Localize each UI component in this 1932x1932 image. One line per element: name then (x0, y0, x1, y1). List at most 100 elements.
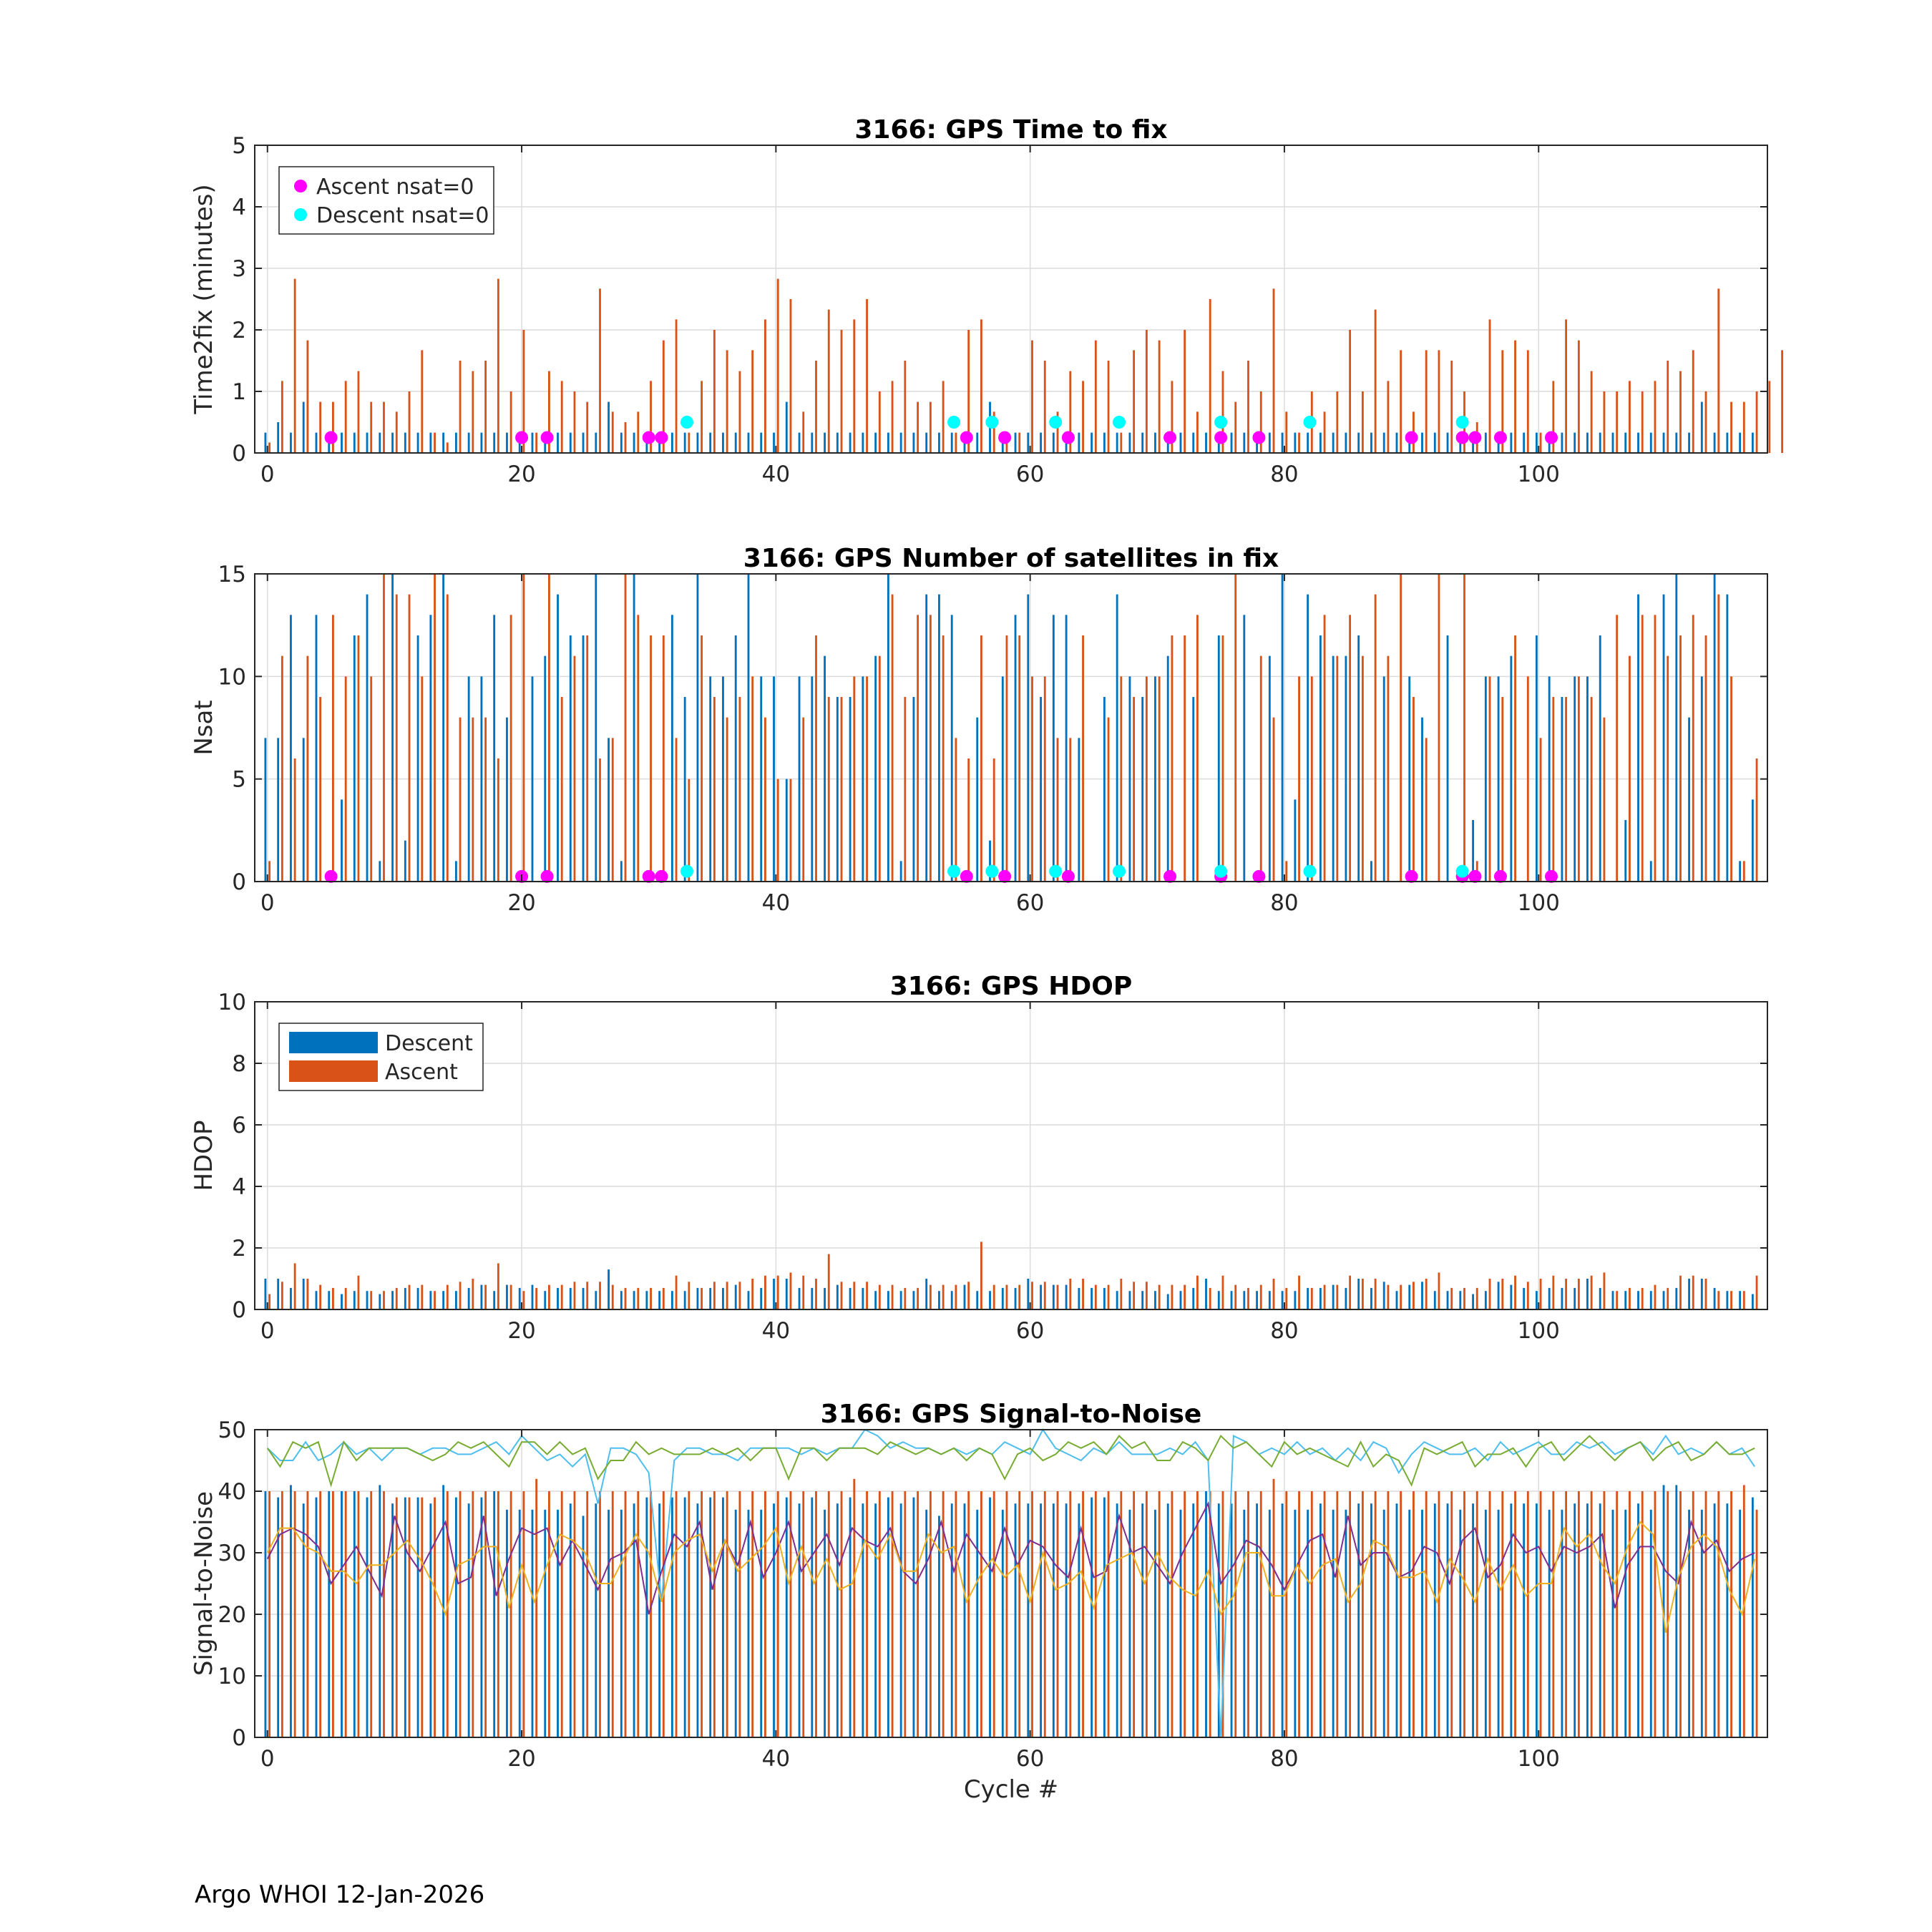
bar-ascent (1120, 1491, 1123, 1737)
bar-descent (912, 697, 915, 882)
bar-descent (645, 1497, 648, 1737)
bar-descent (1040, 697, 1042, 882)
bar-descent (1586, 1503, 1589, 1737)
bar-ascent (1336, 1491, 1339, 1737)
bar-descent (1510, 1284, 1513, 1309)
bar-ascent (560, 381, 563, 453)
bar-descent (709, 1287, 712, 1309)
bar-descent (1484, 676, 1487, 882)
y-tick-label: 6 (232, 1113, 246, 1138)
bar-ascent (548, 1491, 550, 1737)
bar-ascent (1221, 371, 1224, 453)
bar-descent (1688, 717, 1690, 882)
bar-descent (785, 1279, 788, 1309)
bar-descent (429, 615, 432, 882)
bar-ascent (1272, 1478, 1275, 1737)
bar-ascent (599, 1491, 601, 1737)
descent-nsat0-marker (1455, 864, 1469, 878)
bar-ascent (738, 1282, 741, 1309)
bar-descent (760, 432, 763, 453)
bar-ascent (1692, 1275, 1694, 1309)
bar-ascent (929, 1284, 932, 1309)
bar-descent (1319, 1503, 1322, 1737)
bar-descent (760, 1509, 763, 1737)
bar-ascent (1514, 635, 1516, 882)
bar-ascent (1158, 1284, 1161, 1309)
bar-descent (569, 1503, 572, 1737)
bar-descent (747, 1291, 750, 1309)
bar-ascent (395, 1287, 398, 1309)
bar-ascent (1679, 635, 1682, 882)
bar-descent (1548, 1509, 1551, 1737)
bar-descent (1637, 1503, 1639, 1737)
bar-ascent (992, 758, 995, 882)
bar-descent (1281, 1503, 1284, 1737)
bar-descent (670, 432, 673, 453)
bar-descent (925, 432, 928, 453)
bar-descent (1205, 1279, 1207, 1309)
bar-descent (1586, 1279, 1589, 1309)
x-tick-label: 20 (507, 1318, 535, 1344)
bar-ascent (599, 288, 601, 453)
bar-descent (633, 1291, 635, 1309)
bar-ascent (1667, 1287, 1669, 1309)
bar-ascent (522, 1291, 525, 1309)
ascent-nsat0-marker (655, 431, 668, 444)
bar-ascent (942, 381, 945, 453)
bar-descent (976, 1291, 979, 1309)
bar-ascent (1742, 401, 1745, 453)
bar-ascent (637, 411, 640, 453)
bar-descent (1446, 1503, 1449, 1737)
bar-ascent (929, 1491, 932, 1737)
bar-ascent (484, 1491, 487, 1737)
bar-descent (277, 1497, 280, 1737)
bar-descent (722, 1497, 724, 1737)
bar-descent (379, 861, 381, 882)
bar-ascent (434, 574, 436, 882)
bar-descent (1192, 697, 1195, 882)
bar-descent (290, 1485, 292, 1737)
bar-descent (1141, 1503, 1144, 1737)
bar-ascent (497, 278, 499, 453)
bar-descent (518, 1287, 521, 1309)
ascent-nsat0-marker (642, 431, 655, 444)
bar-ascent (764, 717, 766, 882)
bar-descent (1192, 432, 1195, 453)
bar-descent (302, 401, 305, 453)
bar-descent (1497, 676, 1500, 882)
bar-ascent (1679, 1491, 1682, 1737)
bar-descent (773, 1503, 775, 1737)
x-tick-label: 40 (762, 462, 790, 487)
bar-descent (1675, 1287, 1678, 1309)
bar-descent (404, 840, 406, 882)
bar-ascent (1387, 1284, 1390, 1309)
bar-ascent (1018, 635, 1021, 882)
bar-descent (1014, 1287, 1017, 1309)
bar-descent (277, 738, 280, 882)
bar-descent (518, 1509, 521, 1737)
bar-ascent (1349, 1491, 1352, 1737)
bar-ascent (509, 615, 512, 882)
bar-descent (1484, 1509, 1487, 1737)
bar-descent (1357, 1279, 1360, 1309)
bar-descent (1166, 1503, 1169, 1737)
chart-title: 3166: GPS Signal-to-Noise (821, 1400, 1202, 1429)
bar-ascent (1425, 350, 1428, 453)
bar-descent (1739, 1291, 1742, 1309)
bar-descent (493, 432, 496, 453)
bar-ascent (1069, 1491, 1072, 1737)
bar-descent (1052, 1284, 1055, 1309)
bar-ascent (917, 401, 919, 453)
bar-ascent (675, 319, 678, 453)
bar-ascent (1565, 319, 1568, 453)
bar-ascent (1374, 1491, 1377, 1737)
bar-ascent (280, 655, 283, 882)
bar-ascent (1323, 615, 1326, 882)
bar-descent (1230, 1503, 1233, 1737)
bar-descent (1370, 861, 1372, 882)
bar-descent (1128, 1291, 1131, 1309)
bar-descent (785, 401, 788, 453)
bar-ascent (764, 319, 766, 453)
bar-ascent (955, 1491, 957, 1737)
